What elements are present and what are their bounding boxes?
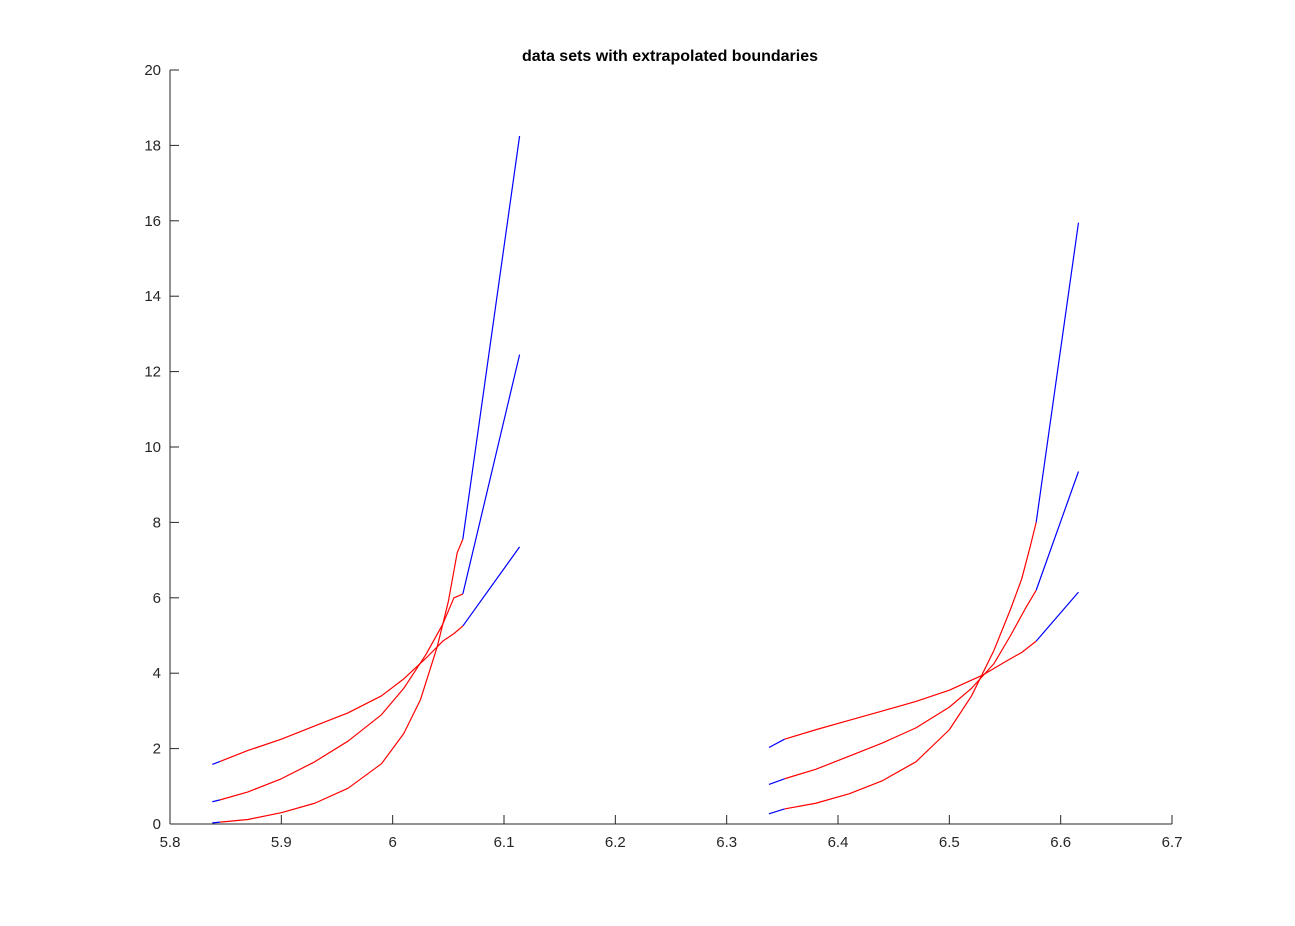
y-tick-label: 14 (144, 288, 161, 305)
y-tick-label: 10 (144, 439, 161, 456)
x-tick-label: 6.5 (939, 834, 960, 851)
extrapolated-boundary-line (768, 778, 785, 785)
extrapolated-boundary-line (212, 821, 221, 824)
x-tick-label: 6.3 (716, 834, 737, 851)
extrapolated-boundary-line (1035, 471, 1080, 591)
data-series-line (219, 625, 464, 762)
x-tick-label: 5.8 (160, 834, 181, 851)
y-tick-label: 4 (153, 665, 161, 682)
extrapolated-boundary-line (768, 738, 785, 748)
extrapolated-boundary-line (462, 135, 521, 540)
y-tick-label: 20 (144, 62, 161, 79)
extrapolated-boundary-line (768, 808, 785, 815)
y-tick-label: 18 (144, 137, 161, 154)
data-series-line (220, 539, 464, 823)
x-tick-label: 6.1 (494, 834, 515, 851)
data-series-line (784, 522, 1037, 810)
x-tick-label: 6.4 (828, 834, 849, 851)
extrapolated-boundary-line (1035, 591, 1079, 642)
x-tick-label: 6.7 (1162, 834, 1183, 851)
y-tick-label: 8 (153, 514, 161, 531)
data-series-line (219, 593, 464, 801)
y-tick-label: 6 (153, 590, 161, 607)
y-tick-label: 0 (153, 816, 161, 833)
y-tick-label: 12 (144, 364, 161, 381)
extrapolated-boundary-line (1035, 222, 1080, 523)
data-series-line (784, 589, 1037, 780)
extrapolated-boundary-line (462, 546, 521, 627)
x-tick-label: 6 (388, 834, 396, 851)
y-tick-label: 2 (153, 741, 161, 758)
y-tick-label: 16 (144, 213, 161, 230)
x-tick-label: 5.9 (271, 834, 292, 851)
chart-title: data sets with extrapolated boundaries (522, 48, 818, 65)
extrapolated-boundary-line (212, 760, 221, 765)
data-series-line (784, 640, 1037, 740)
x-tick-label: 6.2 (605, 834, 626, 851)
extrapolated-boundary-line (212, 799, 221, 803)
x-tick-label: 6.6 (1050, 834, 1071, 851)
series-group (212, 135, 1080, 824)
axes: 5.8 5.9 6 6.1 6.2 6.3 6.4 6.5 6.6 6.7 0 2 4 6 8 10 12 14 1… (144, 62, 1182, 851)
extrapolated-boundary-line (462, 354, 521, 595)
